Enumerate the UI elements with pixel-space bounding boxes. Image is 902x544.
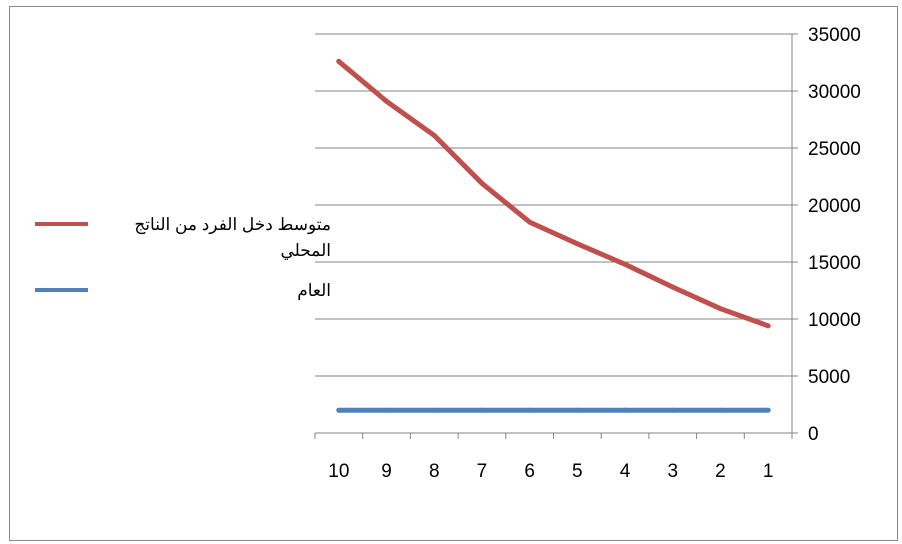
x-tick-label: 9 [381, 461, 392, 482]
data-point [622, 407, 628, 413]
x-tick-label: 8 [429, 461, 440, 482]
legend-label-gdp-per-capita: متوسط دخل الفرد من الناتج المحلي [134, 215, 331, 260]
chart-area: 0 5000 10000 15000 20000 25000 30000 35000 1 2 3 4 5… [9, 6, 898, 541]
data-point [384, 407, 390, 413]
data-point [479, 407, 485, 413]
y-tick-label: 20000 [808, 196, 861, 217]
data-point [670, 284, 676, 290]
x-tick-label: 6 [524, 461, 535, 482]
data-point [717, 306, 723, 312]
y-tick-label: 0 [808, 424, 819, 445]
data-point [765, 323, 771, 329]
data-point [431, 132, 437, 138]
x-tick-label: 3 [667, 461, 678, 482]
data-point [622, 261, 628, 267]
x-tick-label: 2 [715, 461, 726, 482]
y-tick-label: 30000 [808, 82, 861, 103]
legend-swatch-year [35, 288, 88, 292]
data-point [670, 407, 676, 413]
data-point [574, 241, 580, 247]
x-tick-label: 7 [477, 461, 488, 482]
data-point [527, 219, 533, 225]
data-point [479, 180, 485, 186]
data-point [336, 58, 342, 64]
data-point [431, 407, 437, 413]
legend-label-year: العام [297, 281, 331, 300]
legend-swatch-gdp-per-capita [35, 222, 88, 226]
x-tick-label: 4 [620, 461, 631, 482]
data-point [384, 98, 390, 104]
data-point [717, 407, 723, 413]
data-point [527, 407, 533, 413]
y-tick-label: 35000 [808, 25, 861, 46]
data-point [765, 407, 771, 413]
data-point [574, 407, 580, 413]
data-point [336, 407, 342, 413]
legend: متوسط دخل الفرد من الناتج المحلي العام [35, 212, 335, 318]
y-tick-label: 15000 [808, 253, 861, 274]
y-tick-label: 25000 [808, 139, 861, 160]
line-chart: 0 5000 10000 15000 20000 25000 30000 35000 1 2 3 4 5… [314, 25, 861, 482]
series-line-0 [336, 58, 771, 329]
legend-item-gdp-per-capita: متوسط دخل الفرد من الناتج المحلي [35, 212, 335, 264]
y-tick-label: 5000 [808, 367, 850, 388]
x-tick-label: 1 [763, 461, 774, 482]
legend-item-year: العام [35, 278, 335, 304]
y-tick-label: 10000 [808, 310, 861, 331]
x-tick-label: 10 [328, 461, 349, 482]
x-tick-label: 5 [572, 461, 583, 482]
